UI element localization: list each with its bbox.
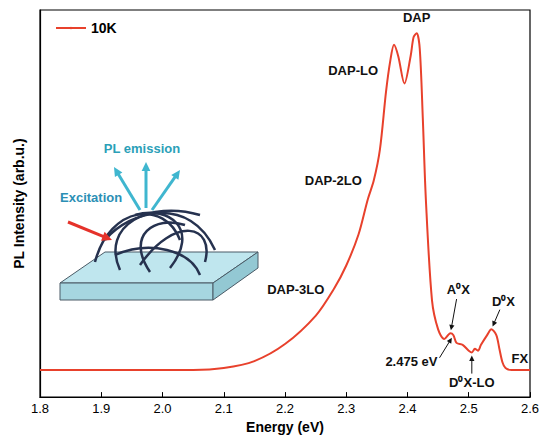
svg-text:2.3: 2.3 (337, 401, 355, 416)
svg-text:PL emission: PL emission (104, 141, 180, 156)
svg-text:PL Intensity (arb.u.): PL Intensity (arb.u.) (11, 138, 27, 268)
svg-text:Excitation: Excitation (60, 190, 122, 205)
svg-text:D⁰X-LO: D⁰X-LO (449, 375, 494, 390)
svg-text:2.0: 2.0 (153, 401, 171, 416)
svg-text:A⁰X: A⁰X (447, 282, 470, 297)
svg-text:FX: FX (512, 351, 529, 366)
svg-text:2.6: 2.6 (521, 401, 539, 416)
svg-text:2.4: 2.4 (398, 401, 416, 416)
svg-text:DAP-2LO: DAP-2LO (305, 173, 362, 188)
svg-text:DAP: DAP (403, 10, 431, 25)
svg-text:10K: 10K (91, 20, 117, 36)
svg-text:2.2: 2.2 (276, 401, 294, 416)
svg-text:Energy (eV): Energy (eV) (246, 419, 324, 435)
svg-text:DAP-3LO: DAP-3LO (267, 282, 324, 297)
svg-text:1.8: 1.8 (31, 401, 49, 416)
svg-text:D⁰X: D⁰X (492, 294, 515, 309)
svg-text:DAP-LO: DAP-LO (328, 63, 378, 78)
svg-text:2.475 eV: 2.475 eV (385, 354, 437, 369)
svg-text:2.1: 2.1 (215, 401, 233, 416)
svg-text:1.9: 1.9 (92, 401, 110, 416)
svg-text:2.5: 2.5 (460, 401, 478, 416)
